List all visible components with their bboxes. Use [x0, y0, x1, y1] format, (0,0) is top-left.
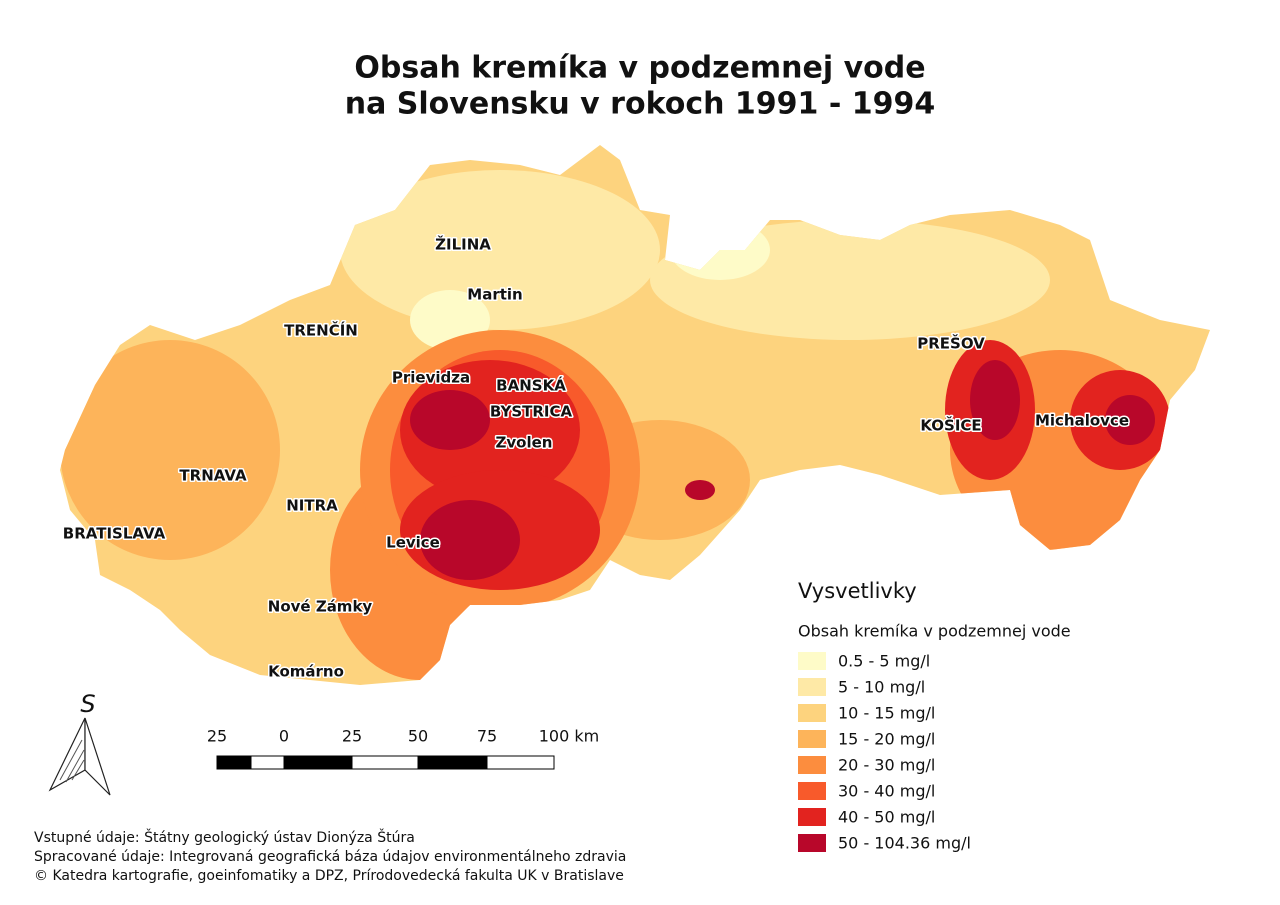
scale-label: 25	[342, 727, 362, 746]
city-label: ŽILINA	[435, 235, 491, 254]
city-label: Michalovce	[1035, 412, 1129, 430]
scale-bar: 25 0 25 50 75 100 km	[207, 727, 599, 770]
legend-label: 40 - 50 mg/l	[838, 808, 935, 827]
scale-label: 0	[279, 727, 289, 746]
legend-label: 15 - 20 mg/l	[838, 730, 935, 749]
legend-swatch	[798, 652, 826, 670]
city-label: BANSKÁ	[496, 376, 566, 395]
credit-line: Spracované údaje: Integrovaná geografick…	[34, 849, 626, 865]
north-arrow: S	[48, 690, 111, 796]
city-label: Komárno	[268, 663, 344, 681]
credit-line: © Katedra kartografie, goeinfomatiky a D…	[34, 868, 624, 884]
city-label: Zvolen	[496, 434, 553, 452]
legend-label: 0.5 - 5 mg/l	[838, 652, 930, 671]
legend-swatch	[798, 704, 826, 722]
scale-label: 50	[408, 727, 428, 746]
legend: Vysvetlivky Obsah kremíka v podzemnej vo…	[798, 579, 1071, 853]
credit-line: Vstupné údaje: Štátny geologický ústav D…	[34, 828, 415, 846]
legend-subtitle: Obsah kremíka v podzemnej vode	[798, 622, 1071, 641]
map-area	[60, 145, 1210, 685]
legend-label: 20 - 30 mg/l	[838, 756, 935, 775]
city-labels: ŽILINA Martin TRENČÍN Prievidza BANSKÁ B…	[61, 233, 1130, 682]
city-label: Prievidza	[392, 369, 470, 387]
credits: Vstupné údaje: Štátny geologický ústav D…	[34, 828, 626, 884]
map-title: Obsah kremíka v podzemnej vode	[354, 51, 925, 86]
legend-swatch	[798, 834, 826, 852]
legend-swatch	[798, 782, 826, 800]
legend-label: 30 - 40 mg/l	[838, 782, 935, 801]
city-label: BRATISLAVA	[63, 525, 166, 543]
city-label: PREŠOV	[917, 334, 985, 353]
legend-label: 5 - 10 mg/l	[838, 678, 925, 697]
city-label: Levice	[386, 534, 440, 552]
city-label: NITRA	[286, 497, 338, 515]
city-label: Martin	[467, 286, 522, 304]
legend-swatch	[798, 808, 826, 826]
city-label: TRENČÍN	[284, 321, 358, 340]
city-label: Nové Zámky	[268, 598, 373, 616]
legend-label: 50 - 104.36 mg/l	[838, 834, 971, 853]
city-label: BYSTRICA	[490, 403, 573, 421]
legend-label: 10 - 15 mg/l	[838, 704, 935, 723]
scale-label: 75	[477, 727, 497, 746]
legend-swatch	[798, 678, 826, 696]
legend-swatch	[798, 730, 826, 748]
scale-label: 25	[207, 727, 227, 746]
north-label: S	[80, 690, 95, 718]
city-label: KOŠICE	[920, 416, 981, 435]
scale-label: 100 km	[539, 727, 599, 746]
legend-swatch	[798, 756, 826, 774]
map-title: na Slovensku v rokoch 1991 - 1994	[345, 87, 936, 122]
legend-title: Vysvetlivky	[798, 579, 917, 603]
city-label: TRNAVA	[179, 467, 247, 485]
